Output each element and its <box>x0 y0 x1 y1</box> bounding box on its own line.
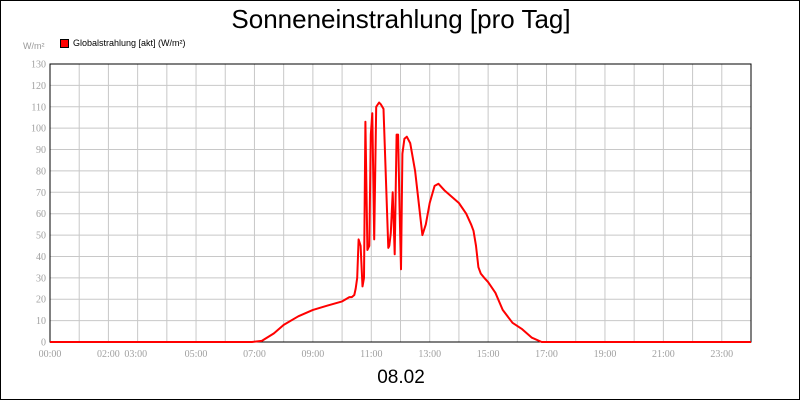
y-tick-label: 40 <box>36 252 46 263</box>
y-tick-label: 60 <box>36 209 46 220</box>
x-tick-label: 07:00 <box>243 349 266 360</box>
y-tick-label: 0 <box>41 338 46 349</box>
x-tick-label: 00:00 <box>39 349 62 360</box>
y-tick-label: 10 <box>36 316 46 327</box>
series-line-globalstrahlung <box>50 101 751 343</box>
y-tick-label: 120 <box>31 81 46 92</box>
x-tick-label: 02:00 <box>97 349 120 360</box>
y-tick-label: 100 <box>31 124 46 135</box>
y-tick-label: 90 <box>36 145 46 156</box>
chart-title: Sonneneinstrahlung [pro Tag] <box>231 4 571 34</box>
legend-label: Globalstrahlung [akt] (W/m²) <box>73 38 186 48</box>
x-tick-label: 03:00 <box>124 349 147 360</box>
x-tick-label: 19:00 <box>594 349 617 360</box>
x-tick-label: 23:00 <box>710 349 733 360</box>
y-unit-label: W/m² <box>23 41 45 51</box>
y-tick-label: 20 <box>36 295 46 306</box>
y-tick-label: 30 <box>36 273 46 284</box>
plot-border <box>49 63 752 343</box>
x-tick-label: 21:00 <box>652 349 675 360</box>
y-tick-label: 130 <box>31 60 46 71</box>
x-tick-label: 13:00 <box>418 349 441 360</box>
legend-swatch <box>60 38 69 48</box>
y-tick-label: 70 <box>36 188 46 199</box>
x-tick-label: 11:00 <box>360 349 382 360</box>
y-tick-label: 50 <box>36 231 46 242</box>
x-tick-label: 05:00 <box>185 349 208 360</box>
x-tick-label: 15:00 <box>477 349 500 360</box>
y-tick-label: 80 <box>36 166 46 177</box>
date-label: 08.02 <box>377 367 425 388</box>
x-tick-label: 17:00 <box>535 349 558 360</box>
y-tick-label: 110 <box>31 102 46 113</box>
x-tick-label: 09:00 <box>301 349 324 360</box>
legend: Globalstrahlung [akt] (W/m²) <box>60 38 186 48</box>
